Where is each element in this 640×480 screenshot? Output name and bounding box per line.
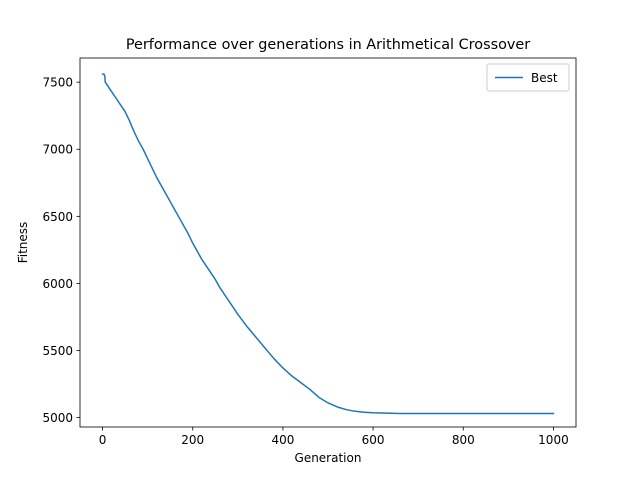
x-tick-label: 200 bbox=[181, 433, 204, 447]
y-axis-label: Fitness bbox=[16, 222, 30, 264]
x-axis-label: Generation bbox=[295, 451, 362, 465]
x-tick-label: 800 bbox=[452, 433, 475, 447]
x-tick-label: 400 bbox=[271, 433, 294, 447]
x-tick-label: 600 bbox=[362, 433, 385, 447]
x-tick-label: 1000 bbox=[538, 433, 569, 447]
series-line-best bbox=[101, 73, 555, 415]
chart-title: Performance over generations in Arithmet… bbox=[126, 37, 530, 53]
y-tick-label: 6500 bbox=[42, 210, 73, 224]
x-tick-label: 0 bbox=[99, 433, 107, 447]
legend-label-best: Best bbox=[531, 71, 558, 85]
y-tick-label: 5500 bbox=[42, 344, 73, 358]
y-tick-label: 7500 bbox=[42, 76, 73, 90]
legend-box bbox=[486, 63, 570, 92]
y-axis-ticks: 5000 5500 6000 6500 7000 7500 bbox=[42, 76, 80, 425]
y-tick-label: 5000 bbox=[42, 411, 73, 425]
x-axis-ticks: 0 200 400 600 800 1000 bbox=[99, 427, 569, 447]
y-tick-label: 7000 bbox=[42, 143, 73, 157]
axes-frame bbox=[79, 57, 577, 428]
y-tick-label: 6000 bbox=[42, 277, 73, 291]
legend: Best bbox=[486, 63, 570, 92]
